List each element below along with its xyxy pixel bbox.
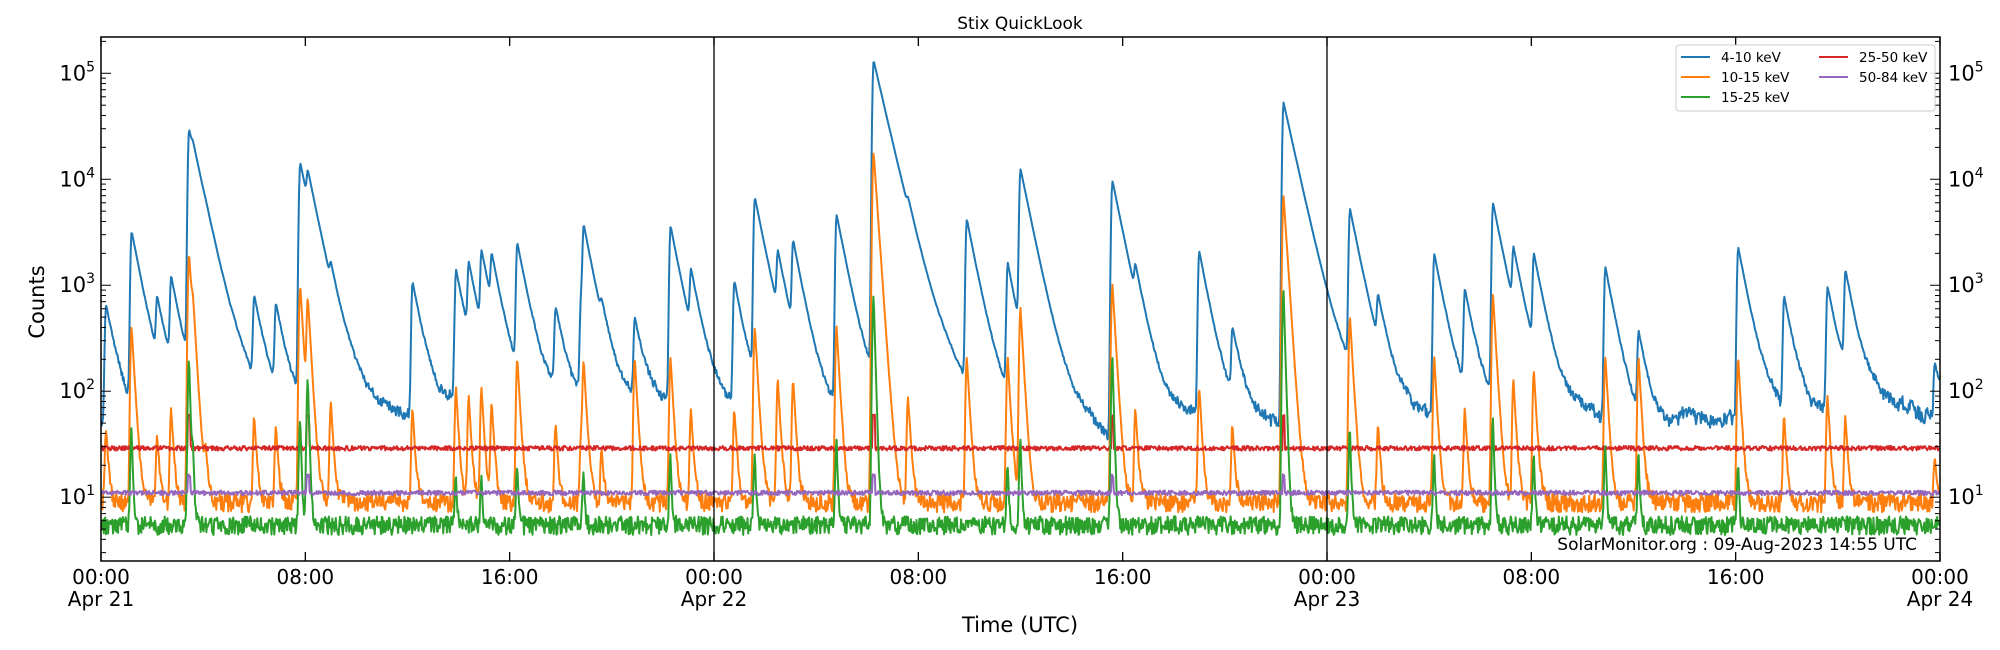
y-tick-exponent: 4 [1975,165,1984,181]
series-line-50-84-kev [101,473,1940,497]
y-tick-label-right: 105 [1948,59,1984,85]
y-tick-base: 10 [59,485,86,509]
legend-label: 10-15 keV [1721,70,1790,86]
x-tick-label: 08:00 [890,565,948,589]
y-tick-base: 10 [59,273,86,297]
y-tick-label: 103 [59,271,95,297]
y-tick-exponent: 5 [86,59,95,75]
legend-label: 50-84 keV [1859,70,1928,86]
y-tick-base: 10 [1948,61,1975,85]
y-tick-base: 10 [59,61,86,85]
y-tick-exponent: 1 [1975,483,1984,499]
y-tick-label-right: 102 [1948,377,1984,403]
y-tick-exponent: 3 [1975,271,1984,287]
y-tick-exponent: 1 [86,483,95,499]
y-tick-exponent: 2 [1975,377,1984,393]
legend: 4-10 keV 10-15 keV 15-25 keV 25-50 keV 50-84… [1675,44,1936,112]
y-tick-exponent: 5 [1975,59,1984,75]
legend-box [1675,44,1936,112]
y-tick-label: 101 [59,483,95,509]
x-tick-label: 00:00 [72,565,130,589]
x-axis-label: Time (UTC) [961,613,1078,637]
x-tick-label: 16:00 [1707,565,1765,589]
y-tick-base: 10 [1948,379,1975,403]
y-axis-label: Counts [25,265,49,338]
y-tick-base: 10 [59,167,86,191]
y-tick-label: 105 [59,59,95,85]
x-tick-date-label: Apr 22 [681,587,747,611]
x-tick-label: 08:00 [277,565,335,589]
legend-label: 15-25 keV [1721,90,1790,106]
x-tick-date-label: Apr 23 [1294,587,1360,611]
y-tick-label-right: 103 [1948,271,1984,297]
y-tick-base: 10 [1948,167,1975,191]
x-tick-label: 16:00 [1094,565,1152,589]
x-tick-label: 08:00 [1503,565,1561,589]
y-tick-exponent: 2 [86,377,95,393]
source-annotation: SolarMonitor.org : 09-Aug-2023 14:55 UTC [1557,535,1917,555]
legend-label: 25-50 keV [1859,50,1928,66]
y-tick-label: 104 [59,165,95,191]
y-tick-base: 10 [1948,485,1975,509]
x-tick-label: 00:00 [1911,565,1969,589]
series-line-15-25-kev [101,290,1940,536]
y-tick-label-right: 104 [1948,165,1984,191]
x-tick-label: 00:00 [1298,565,1356,589]
y-tick-label-right: 101 [1948,483,1984,509]
y-tick-label: 102 [59,377,95,403]
legend-label: 4-10 keV [1721,50,1782,66]
x-tick-date-label: Apr 21 [68,587,134,611]
series-line-10-15-kev [101,152,1940,514]
chart-title: Stix QuickLook [957,14,1083,34]
x-tick-label: 00:00 [685,565,743,589]
series-line-4-10-kev [101,61,1940,441]
y-tick-exponent: 4 [86,165,95,181]
y-tick-exponent: 3 [86,271,95,287]
x-tick-label: 16:00 [481,565,539,589]
y-tick-base: 10 [59,379,86,403]
plot-frame [100,36,1941,562]
y-tick-base: 10 [1948,273,1975,297]
x-tick-date-label: Apr 24 [1907,587,1973,611]
plot-area [101,37,1940,561]
